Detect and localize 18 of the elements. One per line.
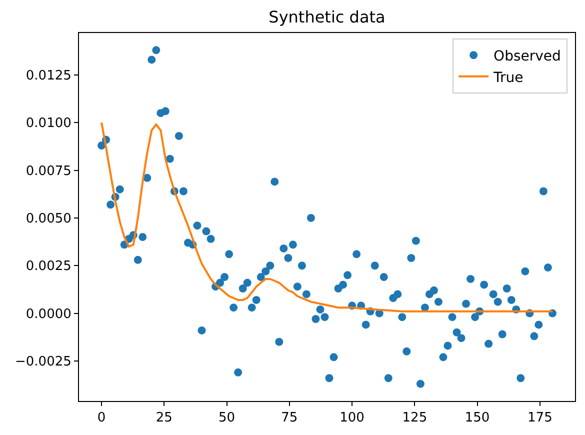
y-tick-label: 0.0125 — [26, 68, 72, 84]
x-tick-label: 50 — [218, 410, 236, 426]
chart-title: Synthetic data — [268, 8, 386, 27]
y-tick-label: 0.0025 — [26, 259, 72, 274]
legend-label: Observed — [494, 48, 561, 65]
x-tick-label: 175 — [528, 410, 552, 426]
x-tick-label: 75 — [281, 410, 298, 426]
y-tick-label: 0.0050 — [26, 212, 72, 226]
y-tick-label: 0.0100 — [26, 116, 72, 132]
y-tick-label: −0.0025 — [15, 354, 72, 370]
x-tick-label: 150 — [464, 410, 490, 426]
x-tick-label: 25 — [156, 410, 172, 426]
x-tick-label: 0 — [97, 410, 106, 426]
x-tick-label: 100 — [340, 410, 364, 426]
y-tick-label: 0.0000 — [26, 306, 72, 322]
legend-label: True — [492, 70, 524, 86]
y-tick-label: 0.0075 — [26, 164, 72, 179]
x-tick-label: 125 — [402, 410, 428, 426]
